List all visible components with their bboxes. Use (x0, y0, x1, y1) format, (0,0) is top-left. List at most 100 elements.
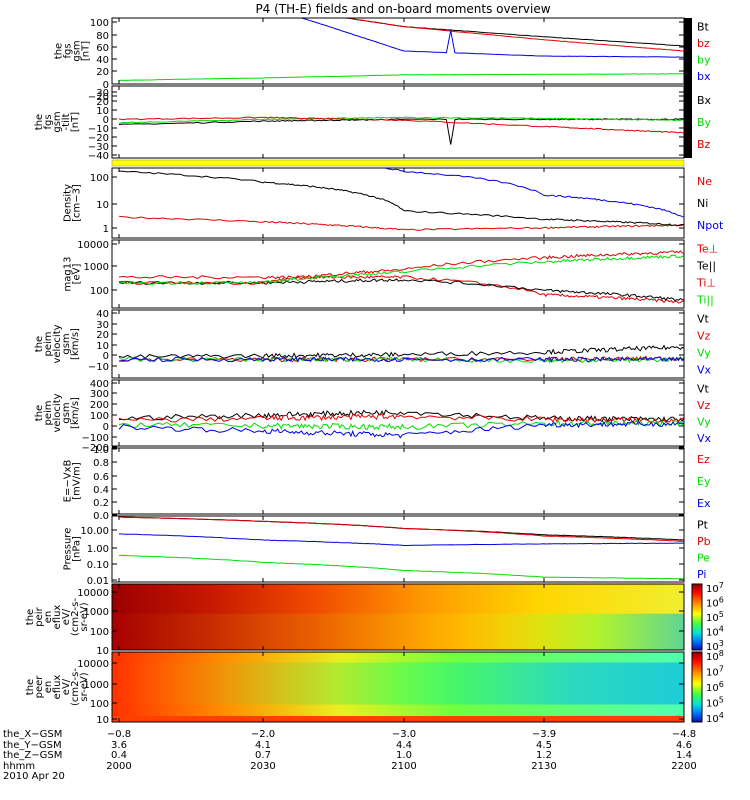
ion-spectrogram-lowenergy (112, 613, 684, 650)
p9-series-pi (118, 533, 684, 546)
p9-frame (111, 515, 685, 583)
p2-ylabel-line: gsm (52, 111, 63, 132)
p2-ylabel-line: the (34, 114, 45, 130)
p5-legend-te⊥: Te⊥ (696, 243, 718, 256)
p7-series-vz (118, 413, 684, 424)
p2-ytick-label: 20 (96, 97, 109, 108)
p2-series-bz (118, 116, 684, 134)
p11-ylabel-line: eflux (52, 675, 63, 700)
p6-ylabel-line: velocity (52, 324, 63, 363)
p1-ytick-label: −20 (88, 92, 109, 103)
p1-series-bx (119, 18, 684, 58)
xaxis-value: 2000 (106, 761, 131, 772)
p1-ytick-label: 40 (96, 55, 109, 66)
p2-ylabel-line: [nT] (70, 112, 81, 132)
xaxis-value: −0.8 (107, 729, 131, 740)
p6-legend-vy: Vy (697, 347, 711, 360)
p2-ytick-label: −30 (88, 142, 109, 153)
xaxis-date: 2010 Apr 20 (3, 771, 65, 782)
xaxis-value: −4.8 (672, 729, 696, 740)
p5-series-ti|| (118, 254, 684, 285)
p11-ylabel-line: the (25, 679, 36, 695)
p1-ylabel-line: fgs (63, 43, 74, 58)
p10-ytick-label: 10 (96, 646, 109, 657)
xaxis-value: 1.2 (536, 750, 552, 761)
p7-ytick-label: 200 (90, 400, 109, 411)
xaxis-value: 4.1 (255, 740, 271, 751)
p9-ytick-label: 10.00 (80, 526, 109, 537)
p11-ytick-label: 100 (90, 699, 109, 710)
p10-ylabel-line: sr-eV) (79, 602, 90, 631)
p6-ylabel-line: gsm (61, 333, 72, 354)
p8-legend-ex: Ex (697, 497, 711, 510)
electron-spectrogram-bottom (112, 716, 684, 722)
p5-ytick-label: 1000 (84, 262, 109, 273)
p1-legend-bx: bx (697, 70, 711, 83)
p1-legend-bt: Bt (697, 20, 710, 33)
p1-legend-by: by (697, 53, 711, 66)
p5-series-ti⊥ (118, 250, 684, 285)
p2-ytick-label: 30 (96, 88, 109, 99)
p7-ytick-label: −200 (82, 443, 109, 454)
p4-legend-ni: Ni (697, 197, 708, 210)
p5-ylabel-line: mag13 (63, 257, 74, 292)
p4-series-npot (119, 168, 684, 218)
p8-ytick-label: 0.2 (93, 498, 109, 509)
p1-ytick-label: 60 (96, 43, 109, 54)
p6-ytick-label: 40 (96, 309, 109, 320)
p7-ylabel-line: peim (43, 400, 54, 425)
p2-ytick-label: 10 (96, 106, 109, 117)
p9-legend-pe: Pe (697, 551, 710, 564)
p6-frame (111, 309, 685, 379)
p1-series-bz (119, 18, 684, 52)
xaxis-value: 1.0 (396, 750, 412, 761)
p5-legend-te||: Te|| (696, 260, 716, 273)
p1-ylabel-line: [nT] (81, 41, 92, 61)
p1-ytick-label: 80 (96, 31, 109, 42)
p11-ylabel-line: peer (34, 675, 45, 699)
xaxis-row-label: the_Y−GSM (3, 740, 62, 751)
p7-ylabel-line: the (34, 405, 45, 421)
xaxis-row-label: the_Z−GSM (3, 750, 62, 761)
xaxis-value: 2200 (671, 761, 696, 772)
p7-legend-vx: Vx (697, 432, 712, 445)
p11-ylabel-line: en (43, 681, 54, 694)
p9-ytick-label: 1.00 (87, 544, 109, 555)
p7-series-vt (119, 409, 684, 423)
p2-ytick-label: −10 (88, 124, 109, 135)
p5-legend-ti⊥: Ti⊥ (696, 277, 716, 290)
p1-ytick-label: 20 (96, 67, 109, 78)
p8-ytick-label: 0.4 (93, 485, 109, 496)
p6-ylabel-line: [km/s] (70, 328, 81, 360)
p6-ytick-label: −10 (88, 362, 109, 373)
p8-ylabel: E=−VxB[mV/m] (63, 460, 83, 503)
p11-ytick-label: 10 (96, 715, 109, 726)
p4-legend-ne: Ne (697, 175, 712, 188)
p11-colorbar-tick: 105 (706, 696, 724, 710)
p2-ytick-label: −40 (88, 151, 109, 162)
p9-ylabel-line: [nPa] (72, 536, 83, 562)
p10-colorbar-tick: 105 (706, 610, 724, 624)
p7-ytick-label: −100 (82, 433, 109, 444)
p11-colorbar-tick: 106 (706, 680, 724, 694)
p4-ytick-label: 100 (90, 173, 109, 184)
p8-ytick-label: 0.0 (93, 511, 109, 522)
p8-ylabel-line: E=−VxB (63, 460, 74, 503)
p1-legend-bz: bz (697, 37, 710, 50)
p2-series-by (118, 116, 684, 124)
p9-ytick-label: 0.10 (87, 560, 109, 571)
p2-frame (111, 85, 685, 159)
p10-ylabel-line: (cm2-s- (70, 598, 81, 636)
xaxis-row-label: hhmm (3, 761, 35, 772)
p10-colorbar-tick: 106 (706, 596, 724, 610)
p8-ytick-label: 1.0 (93, 445, 109, 456)
p2-legend-by: By (697, 116, 712, 129)
p6-legend-vx: Vx (697, 364, 712, 377)
p10-colorbar-tick: 103 (706, 639, 724, 653)
p8-legend-ez: Ez (697, 453, 710, 466)
p10-frame (111, 583, 685, 651)
p6-ytick-label: 30 (96, 320, 109, 331)
p11-ytick-label: 1000 (84, 680, 109, 691)
p6-ylabel-line: peim (43, 331, 54, 356)
